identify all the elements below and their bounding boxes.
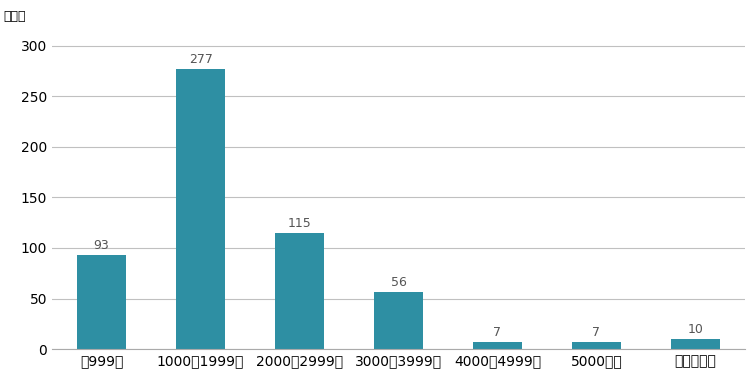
Bar: [373, 293, 423, 349]
Text: 7: 7: [593, 326, 600, 339]
Bar: [671, 339, 720, 349]
Text: （名）: （名）: [4, 10, 26, 23]
Text: 56: 56: [391, 276, 407, 290]
Bar: [274, 233, 324, 349]
Bar: [77, 255, 126, 349]
Text: 7: 7: [494, 326, 501, 339]
Text: 115: 115: [288, 217, 311, 230]
Bar: [472, 342, 522, 349]
Text: 93: 93: [94, 239, 110, 252]
Bar: [572, 342, 621, 349]
Text: 10: 10: [687, 323, 703, 336]
Text: 277: 277: [189, 53, 212, 66]
Bar: [176, 69, 225, 349]
